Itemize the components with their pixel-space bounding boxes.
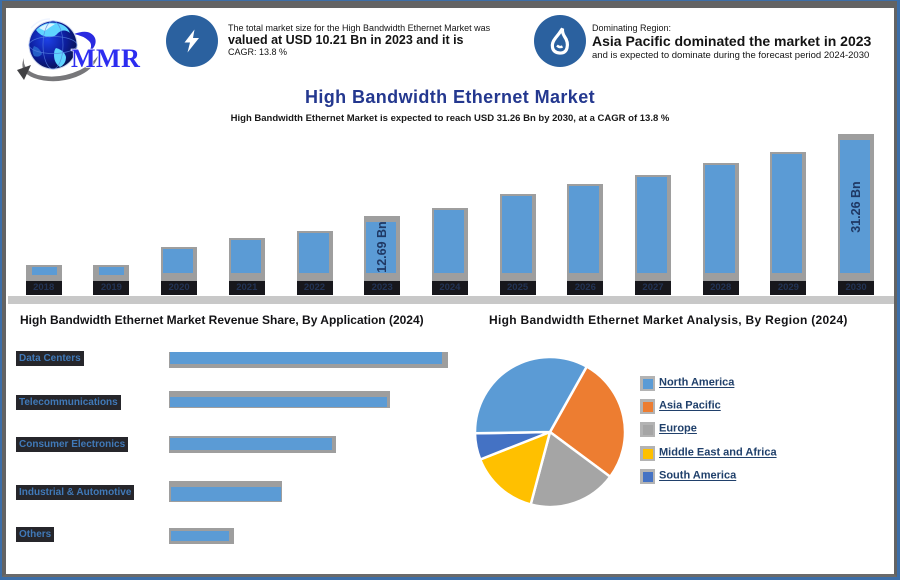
svg-text:MMR: MMR <box>71 44 140 73</box>
